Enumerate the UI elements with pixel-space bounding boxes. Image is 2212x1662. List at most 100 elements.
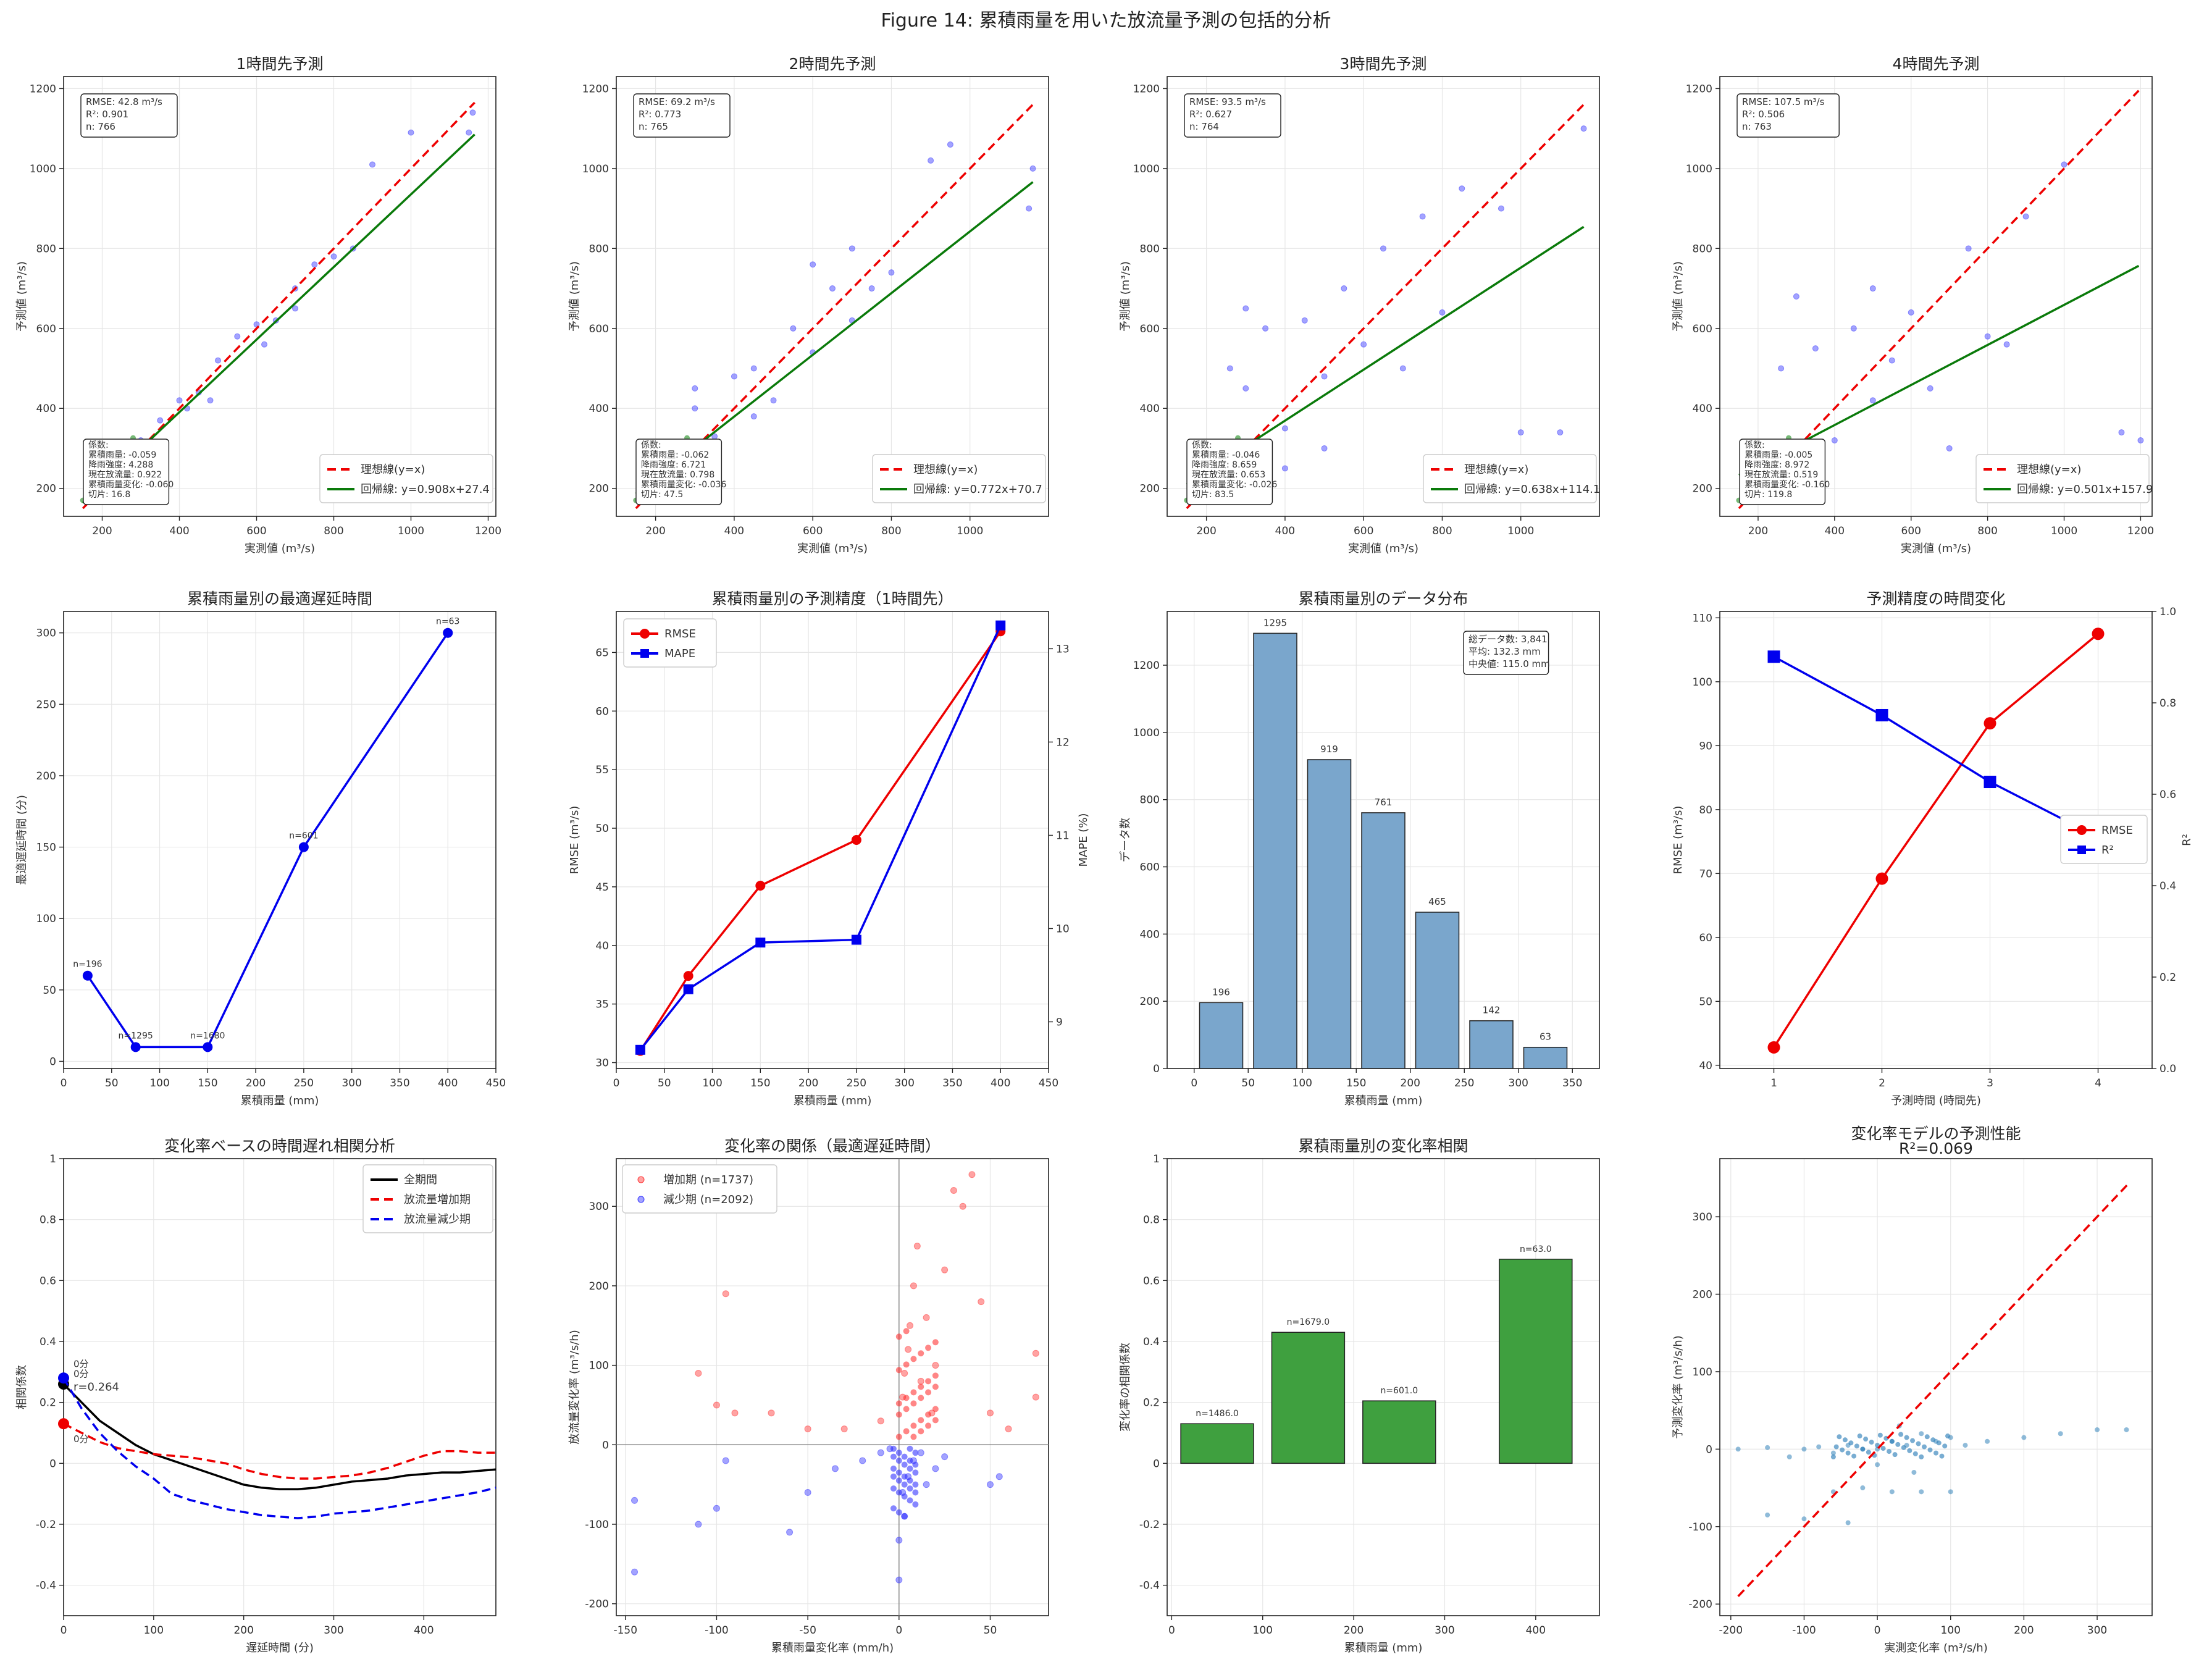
y2-tick-label: 0.8 xyxy=(2160,697,2176,710)
coef-box-line: 累積雨量変化: -0.160 xyxy=(1745,479,1830,490)
axes-frame xyxy=(1719,1158,2153,1616)
decrease-point xyxy=(995,1473,1003,1480)
x-tick-label: 200 xyxy=(1344,1624,1364,1637)
increase-point xyxy=(910,1400,917,1407)
data-point xyxy=(443,627,453,638)
y-tick-label: 200 xyxy=(1693,1288,1712,1301)
scatter-point xyxy=(1026,205,1033,212)
stats-box-line: RMSE: 69.2 m³/s xyxy=(639,96,715,107)
chart-title: 累積雨量別の変化率相関 xyxy=(1298,1137,1468,1155)
decrease-point xyxy=(907,1497,913,1504)
scatter-point xyxy=(1341,285,1347,292)
x-tick-label: 100 xyxy=(1253,1624,1273,1637)
scatter-point xyxy=(1892,1452,1898,1458)
y-tick-label: 600 xyxy=(36,323,56,335)
y-tick-label: 50 xyxy=(595,823,609,835)
series-line xyxy=(63,1422,496,1480)
increase-point xyxy=(918,1383,924,1390)
decrease-point xyxy=(804,1489,811,1496)
x-tick-label: 400 xyxy=(724,525,744,537)
coef-box-line: 切片: 47.5 xyxy=(641,490,683,500)
x-tick-label: 200 xyxy=(1196,525,1216,537)
stats-box-line: n: 765 xyxy=(639,121,668,132)
y-tick-label: 400 xyxy=(1140,928,1160,941)
decrease-point xyxy=(923,1481,930,1488)
decrease-point xyxy=(895,1537,903,1544)
scatter-point xyxy=(1869,1440,1874,1445)
scatter-point xyxy=(2118,429,2125,436)
decrease-point xyxy=(631,1496,639,1504)
scatter-point xyxy=(1898,1432,1904,1437)
scatter-point xyxy=(1380,245,1386,252)
x-tick-label: 150 xyxy=(1346,1077,1366,1089)
increase-point xyxy=(903,1395,910,1401)
scatter-point xyxy=(1904,1435,1909,1440)
scatter-point xyxy=(1910,1438,1916,1443)
y-tick-label: 60 xyxy=(1699,932,1712,944)
axes-frame xyxy=(616,611,1049,1069)
rmse-point xyxy=(1875,872,1888,885)
legend-label: 回帰線: y=0.772x+70.7 xyxy=(913,483,1042,496)
increase-point xyxy=(950,1186,957,1194)
scatter-point xyxy=(2124,1427,2129,1432)
scatter-point xyxy=(868,285,875,292)
mape-point xyxy=(683,984,693,994)
scatter-point xyxy=(1580,125,1587,132)
y-axis-label: 放流量変化率 (m³/s/h) xyxy=(568,1330,581,1444)
y-tick-label: 400 xyxy=(1693,403,1712,415)
scatter-point xyxy=(1869,285,1876,292)
scatter-point xyxy=(1985,1438,1990,1444)
x-axis-label: 実測値 (m³/s) xyxy=(797,542,868,555)
r2-point xyxy=(1767,650,1780,663)
decrease-point xyxy=(901,1461,908,1468)
x-tick-label: 800 xyxy=(1432,525,1452,537)
stats-box-line: RMSE: 42.8 m³/s xyxy=(86,96,162,107)
y-axis-label: 予測値 (m³/s) xyxy=(1672,261,1685,332)
y-axis-label: 予測変化率 (m³/s/h) xyxy=(1672,1335,1685,1438)
increase-point xyxy=(925,1411,932,1418)
scatter-point xyxy=(1830,1450,1836,1456)
scatter-point xyxy=(2137,437,2144,444)
x-tick-label: 0 xyxy=(1191,1077,1197,1089)
increase-point xyxy=(877,1417,884,1425)
scatter-point xyxy=(1919,1431,1924,1437)
coef-box-frame xyxy=(1739,439,1826,505)
stats-box-line: R²: 0.506 xyxy=(1742,109,1785,120)
y-tick-label: 50 xyxy=(43,984,56,997)
decrease-point xyxy=(877,1449,884,1456)
chart-title: 2時間先予測 xyxy=(789,55,876,73)
x-tick-label: 300 xyxy=(341,1077,361,1089)
y-tick-label: 35 xyxy=(595,999,609,1011)
y2-tick-label: 1.0 xyxy=(2160,606,2176,618)
scatter-point xyxy=(1927,1447,1933,1453)
y-tick-label: 70 xyxy=(1699,868,1712,880)
scatter-point xyxy=(888,269,895,276)
increase-point xyxy=(895,1333,902,1340)
x-tick-label: 200 xyxy=(92,525,112,537)
axes-frame xyxy=(616,76,1049,517)
y-tick-label: 1000 xyxy=(1133,163,1160,175)
y-tick-label: 400 xyxy=(36,403,56,415)
y2-tick-label: 12 xyxy=(1056,736,1070,749)
y-tick-label: 1200 xyxy=(1686,83,1712,95)
chart-title: 変化率モデルの予測性能 xyxy=(1851,1125,2021,1143)
info-box-line: 平均: 132.3 mm xyxy=(1468,646,1541,657)
coef-box-frame xyxy=(1186,439,1273,505)
chart-h2: 200 400 600 800 1000 200 400 600 800 1000 1200 実測値 … xyxy=(568,55,1049,555)
legend-marker xyxy=(2077,846,2086,854)
scatter-point xyxy=(1857,1433,1862,1439)
bar-label: 919 xyxy=(1320,744,1338,755)
increase-point xyxy=(932,1406,939,1412)
legend-label: MAPE xyxy=(664,647,695,660)
axes-frame xyxy=(63,76,496,517)
y-tick-label: 60 xyxy=(595,705,609,718)
increase-point xyxy=(918,1417,924,1424)
x-tick-label: 200 xyxy=(1748,525,1768,537)
legend: 理想線(y=x) 回帰線: y=0.908x+27.4 xyxy=(319,454,493,503)
scatter-point xyxy=(215,357,221,364)
increase-point xyxy=(910,1433,917,1440)
y-tick-label: 55 xyxy=(595,764,609,776)
bar xyxy=(1523,1046,1568,1069)
